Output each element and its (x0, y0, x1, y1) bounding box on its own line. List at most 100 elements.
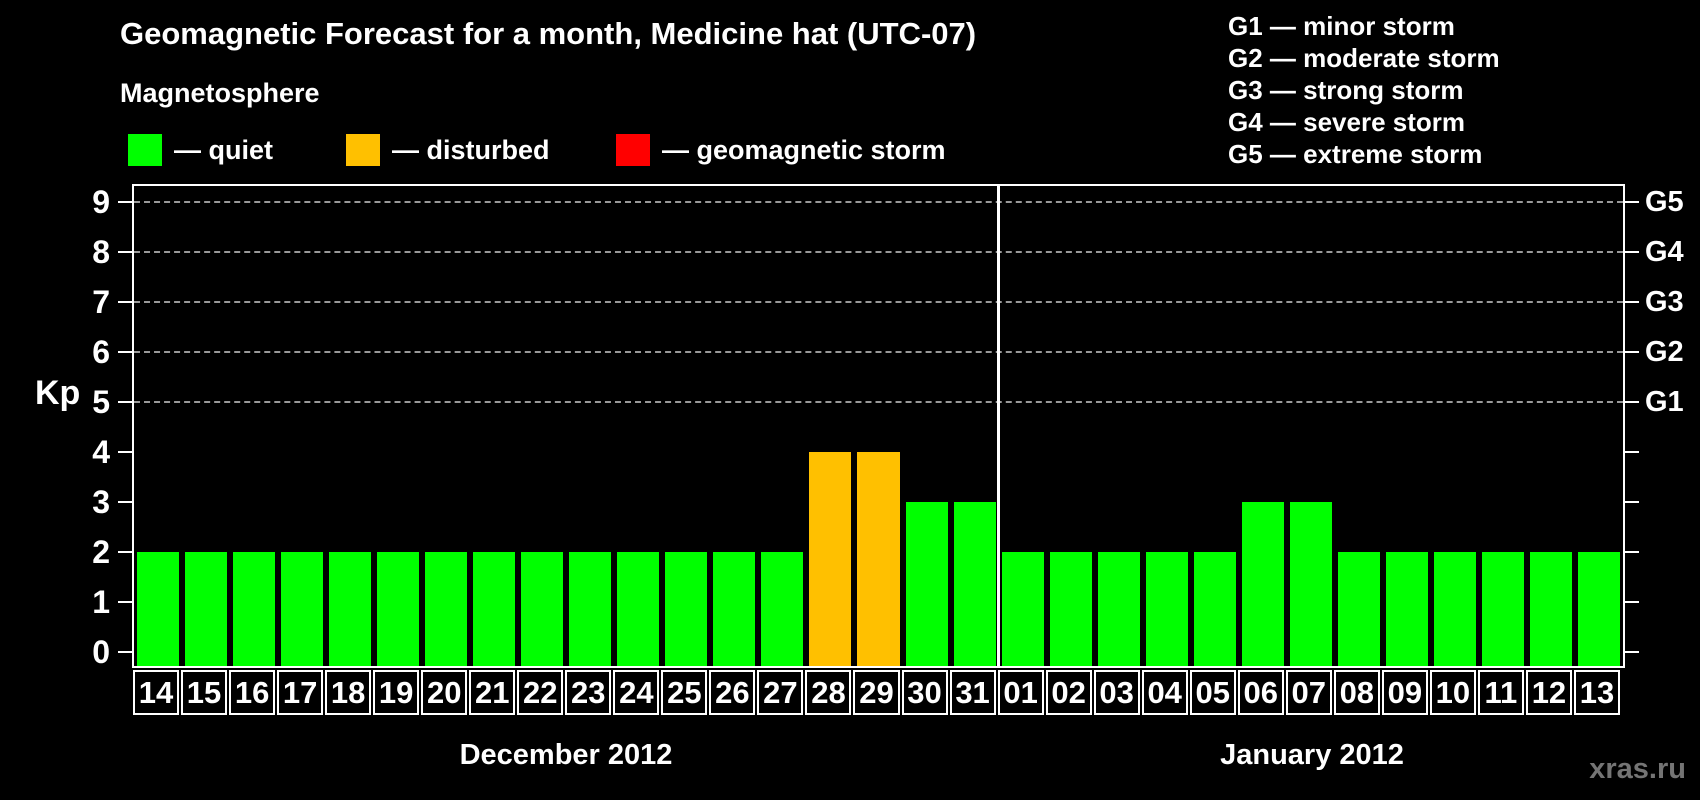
storm-color-swatch (616, 134, 650, 166)
y-tick-left-3 (118, 501, 132, 503)
right-axis-label-g2: G2 (1645, 336, 1684, 368)
date-cell-26: 26 (709, 670, 756, 715)
y-tick-right-1 (1625, 601, 1639, 603)
date-cell-19: 19 (373, 670, 420, 715)
date-cell-03: 03 (1093, 670, 1140, 715)
gridline-kp-6 (134, 351, 1623, 353)
kp-bar-day-13 (1577, 552, 1620, 666)
date-cell-02: 02 (1045, 670, 1092, 715)
date-cell-08: 08 (1333, 670, 1380, 715)
legend-item-quiet: — quiet (128, 133, 273, 167)
g-scale-legend-line-g1: G1 — minor storm (1228, 11, 1455, 41)
kp-bar-day-05 (1193, 552, 1236, 666)
plot-area (132, 184, 1625, 668)
kp-bar-day-18 (329, 552, 372, 666)
kp-bar-day-14 (137, 552, 180, 666)
date-cell-28: 28 (805, 670, 852, 715)
kp-bar-day-10 (1433, 552, 1476, 666)
y-tick-label-1: 1 (92, 584, 110, 620)
g-scale-legend-line-g3: G3 — strong storm (1228, 75, 1464, 105)
date-cell-31: 31 (949, 670, 996, 715)
y-tick-right-2 (1625, 551, 1639, 553)
kp-bar-day-25 (665, 552, 708, 666)
y-tick-left-8 (118, 251, 132, 253)
y-tick-left-9 (118, 201, 132, 203)
disturbed-color-swatch (346, 134, 380, 166)
kp-bar-day-11 (1481, 552, 1524, 666)
kp-bar-day-29 (857, 452, 900, 666)
month-label-january: January 2012 (1220, 739, 1404, 771)
chart-title: Geomagnetic Forecast for a month, Medici… (120, 16, 977, 51)
kp-bar-day-21 (473, 552, 516, 666)
y-tick-label-6: 6 (92, 334, 110, 370)
date-cell-16: 16 (229, 670, 276, 715)
date-cell-30: 30 (901, 670, 948, 715)
date-cell-20: 20 (421, 670, 468, 715)
kp-bar-day-17 (281, 552, 324, 666)
legend-item-storm: — geomagnetic storm (616, 133, 946, 167)
gridline-kp-9 (134, 201, 1623, 203)
y-tick-right-0 (1625, 651, 1639, 653)
g-scale-legend-line-g4: G4 — severe storm (1228, 107, 1466, 137)
kp-bar-day-26 (713, 552, 756, 666)
kp-bar-day-30 (905, 502, 948, 666)
date-cell-15: 15 (181, 670, 228, 715)
y-tick-right-7 (1625, 301, 1639, 303)
watermark: xras.ru (1589, 753, 1686, 785)
y-tick-right-5 (1625, 401, 1639, 403)
kp-bar-day-31 (953, 502, 996, 666)
y-tick-right-9 (1625, 201, 1639, 203)
y-tick-left-5 (118, 401, 132, 403)
kp-bar-day-02 (1049, 552, 1092, 666)
kp-bar-day-03 (1097, 552, 1140, 666)
date-cell-07: 07 (1285, 670, 1332, 715)
quiet-color-swatch (128, 134, 162, 166)
date-cell-12: 12 (1525, 670, 1572, 715)
date-cell-27: 27 (757, 670, 804, 715)
y-tick-right-8 (1625, 251, 1639, 253)
date-cell-17: 17 (277, 670, 324, 715)
legend-label-quiet: — quiet (174, 134, 273, 165)
y-tick-label-4: 4 (92, 434, 110, 470)
y-axis-title: Kp (35, 374, 81, 412)
g-scale-legend-line-g2: G2 — moderate storm (1228, 43, 1500, 73)
kp-bar-day-16 (233, 552, 276, 666)
date-cell-09: 09 (1381, 670, 1428, 715)
date-cell-21: 21 (469, 670, 516, 715)
date-cell-22: 22 (517, 670, 564, 715)
legend-item-disturbed: — disturbed (346, 133, 550, 167)
y-tick-label-7: 7 (92, 284, 110, 320)
y-tick-right-4 (1625, 451, 1639, 453)
kp-bar-day-08 (1337, 552, 1380, 666)
kp-bar-day-22 (521, 552, 564, 666)
y-tick-left-4 (118, 451, 132, 453)
y-tick-right-3 (1625, 501, 1639, 503)
y-tick-left-7 (118, 301, 132, 303)
gridline-kp-5 (134, 401, 1623, 403)
date-cell-13: 13 (1573, 670, 1620, 715)
date-cell-01: 01 (997, 670, 1044, 715)
kp-bar-day-28 (809, 452, 852, 666)
y-tick-label-8: 8 (92, 234, 110, 270)
kp-bar-day-06 (1241, 502, 1284, 666)
y-tick-left-2 (118, 551, 132, 553)
date-cell-14: 14 (133, 670, 180, 715)
date-cell-25: 25 (661, 670, 708, 715)
kp-bar-day-24 (617, 552, 660, 666)
y-tick-label-3: 3 (92, 484, 110, 520)
legend-label-storm: — geomagnetic storm (662, 134, 946, 165)
kp-bar-day-15 (185, 552, 228, 666)
right-axis-label-g5: G5 (1645, 186, 1684, 218)
gridline-kp-7 (134, 301, 1623, 303)
y-tick-left-0 (118, 651, 132, 653)
kp-bar-day-12 (1529, 552, 1572, 666)
right-axis-label-g4: G4 (1645, 236, 1684, 268)
kp-bar-day-07 (1289, 502, 1332, 666)
kp-bar-day-04 (1145, 552, 1188, 666)
y-tick-left-6 (118, 351, 132, 353)
month-label-december: December 2012 (459, 739, 673, 771)
g-scale-legend-line-g5: G5 — extreme storm (1228, 139, 1483, 169)
month-separator-line (997, 186, 1001, 666)
date-cell-29: 29 (853, 670, 900, 715)
